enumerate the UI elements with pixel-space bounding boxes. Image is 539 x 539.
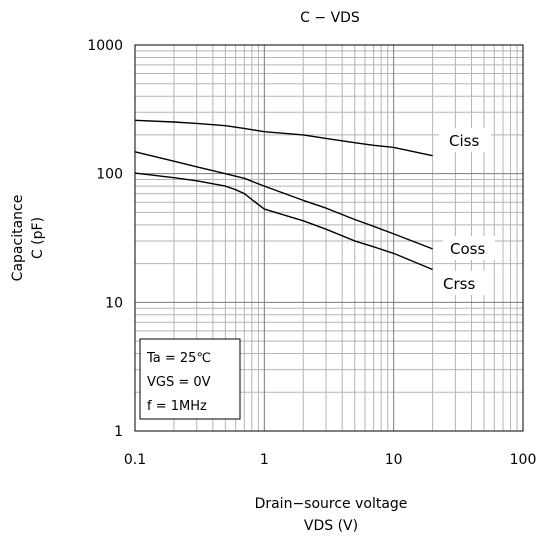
condition-temperature: Ta = 25℃ <box>146 351 211 366</box>
y-tick-label: 10 <box>105 295 123 311</box>
conditions-box: Ta = 25℃ VGS = 0V f = 1MHz <box>139 338 241 420</box>
x-tick-label: 0.1 <box>124 452 146 468</box>
series-line-crss <box>134 172 433 271</box>
label-coss: Coss <box>443 236 495 260</box>
series-line-ciss <box>134 119 433 157</box>
x-axis-label-line1: Drain−source voltage <box>255 496 408 512</box>
plot-frame <box>134 44 524 432</box>
y-axis-label-line1: Capacitance <box>10 195 26 282</box>
label-ciss: Ciss <box>439 128 491 152</box>
chart-title: C − VDS <box>300 10 360 26</box>
series-layer <box>134 119 433 271</box>
y-tick-labels: 1 10 100 1000 <box>87 38 123 440</box>
series-label-coss: Coss <box>450 240 485 258</box>
minor-gridlines <box>135 45 523 431</box>
y-tick-label: 1000 <box>87 38 123 54</box>
series-label-crss: Crss <box>443 275 475 293</box>
label-crss: Crss <box>437 271 489 295</box>
x-tick-label: 1 <box>260 452 269 468</box>
series-label-ciss: Ciss <box>449 132 479 150</box>
y-axis-label-line2: C (pF) <box>30 217 46 259</box>
condition-frequency: f = 1MHz <box>147 399 207 414</box>
x-tick-labels: 0.1 1 10 100 <box>124 452 537 468</box>
y-tick-label: 100 <box>96 167 123 183</box>
major-gridlines <box>135 45 523 431</box>
condition-vgs: VGS = 0V <box>147 375 211 390</box>
x-axis-label-line2: VDS (V) <box>304 518 358 534</box>
x-tick-label: 10 <box>385 452 403 468</box>
series-line-coss <box>134 151 433 250</box>
y-tick-label: 1 <box>114 424 123 440</box>
x-tick-label: 100 <box>510 452 537 468</box>
